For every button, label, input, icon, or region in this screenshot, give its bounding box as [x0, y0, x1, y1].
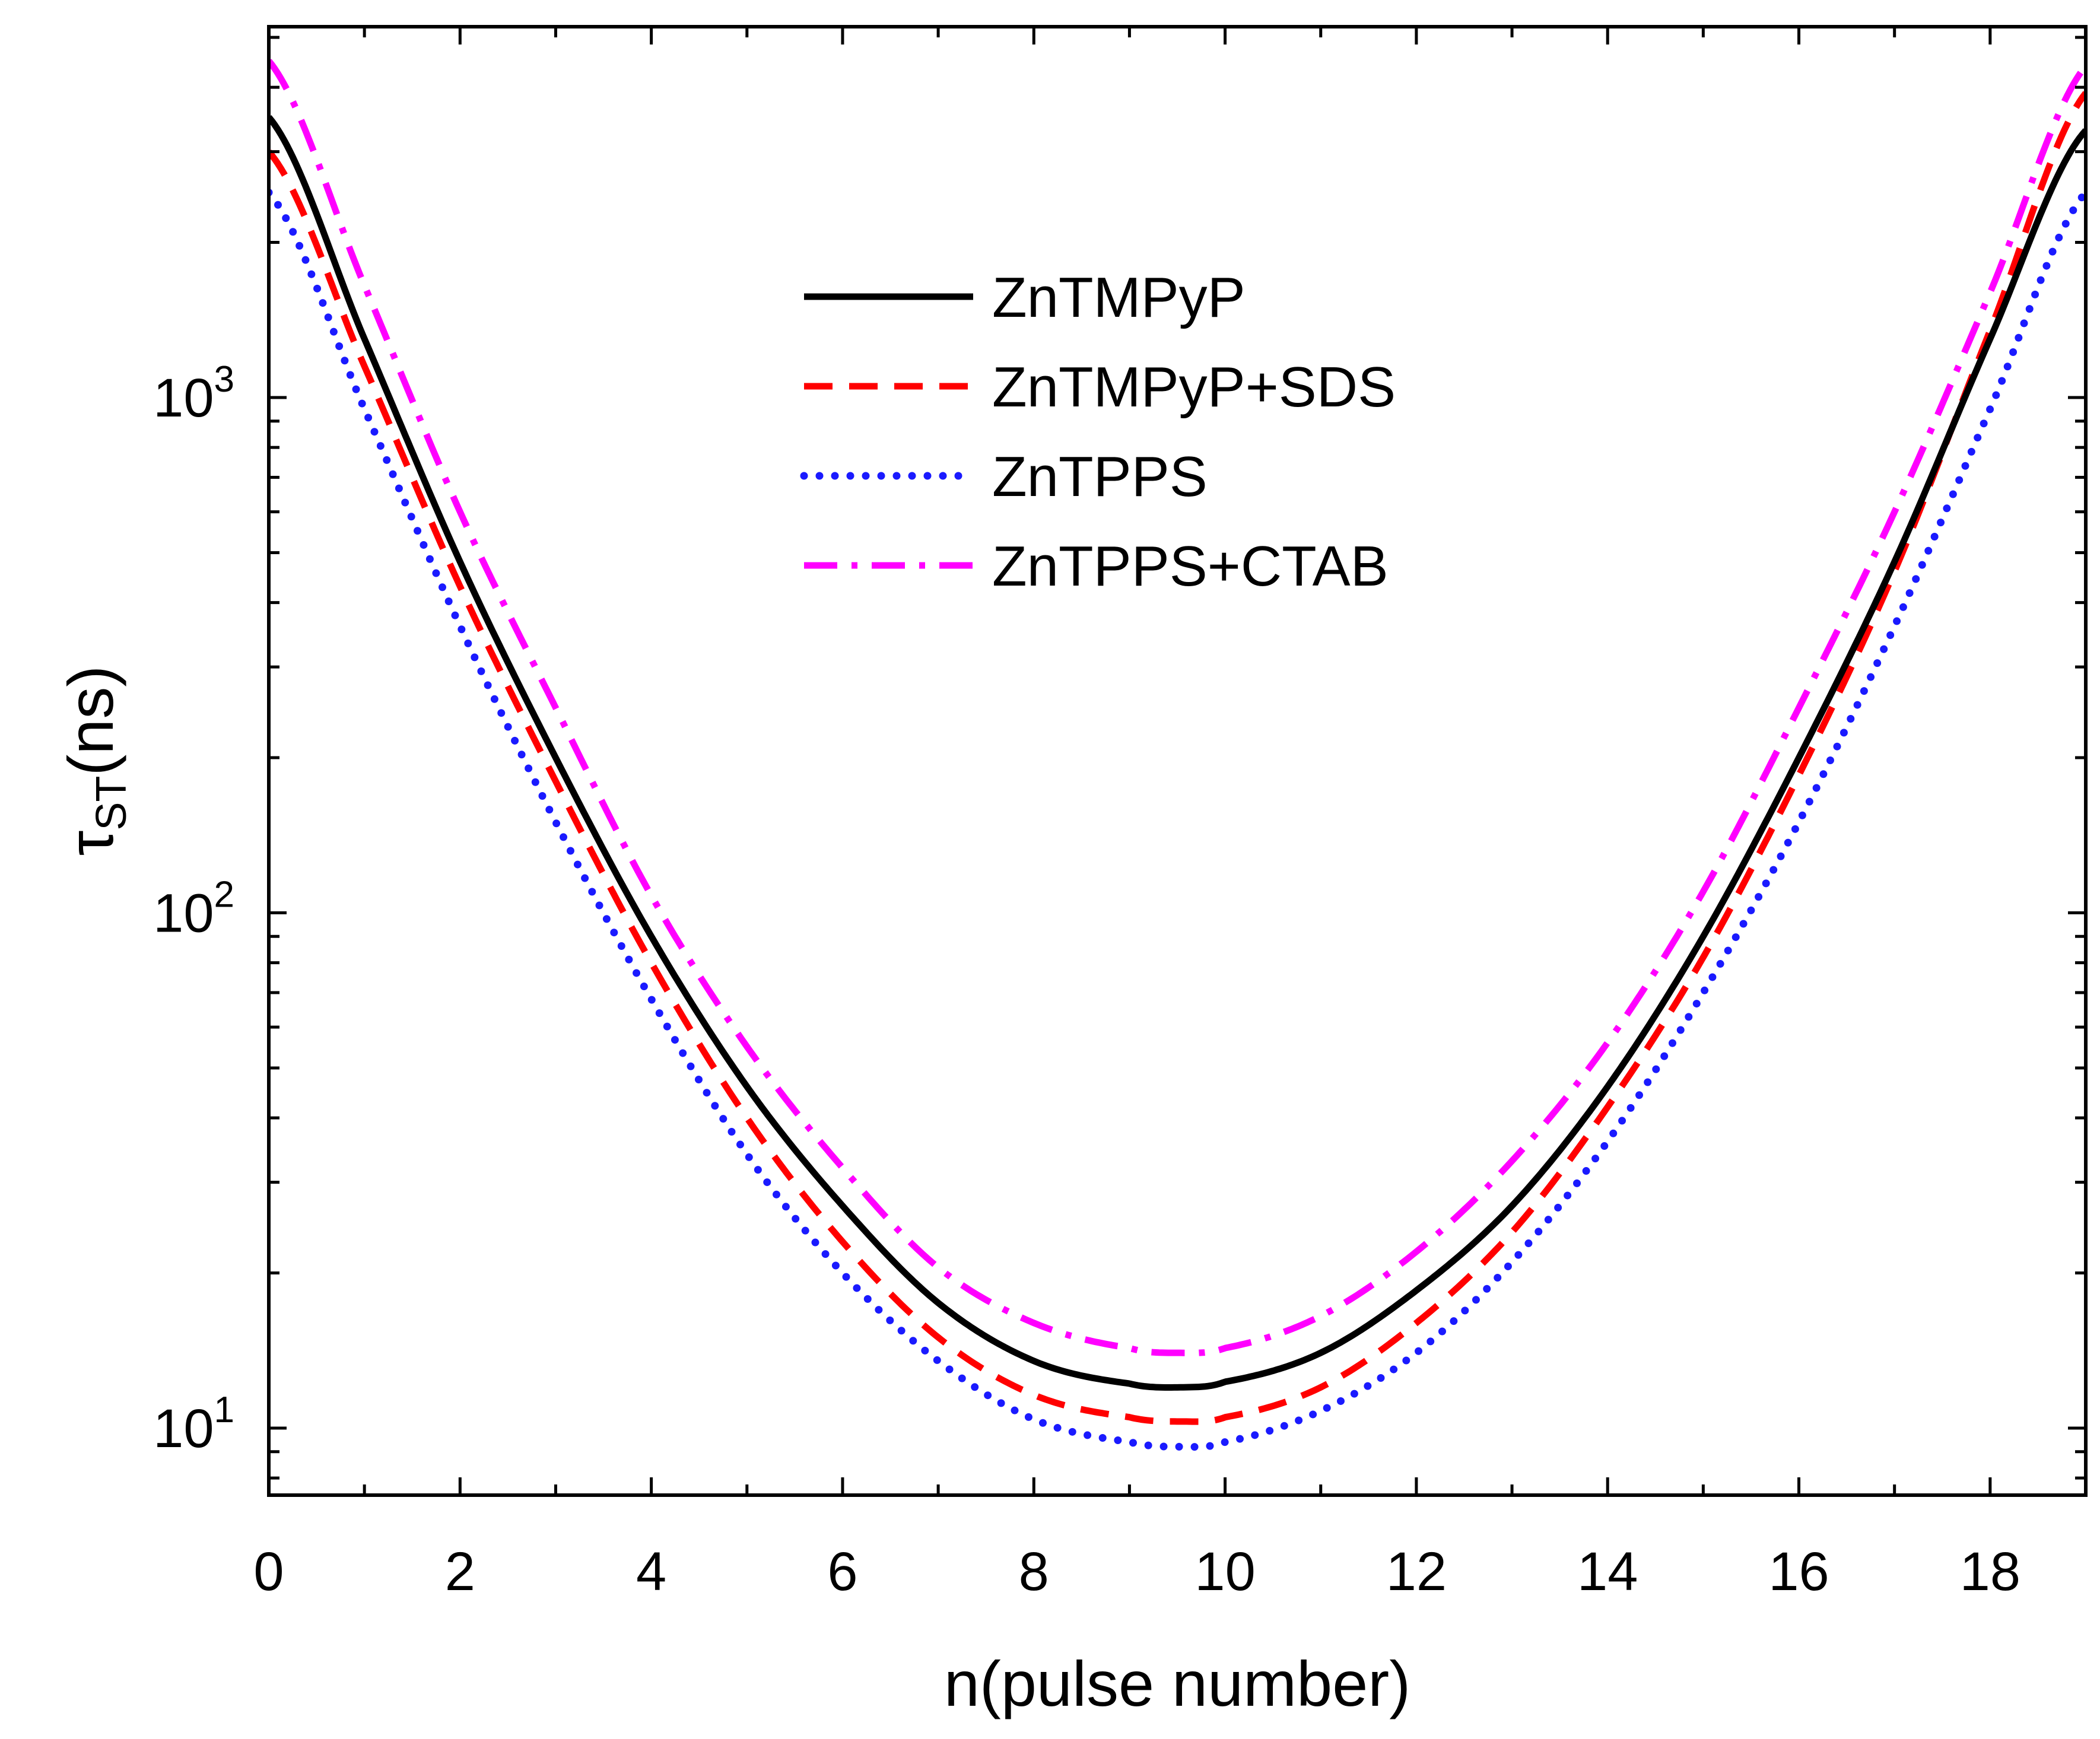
plot-frame — [267, 25, 2088, 1497]
x-tick-label: 6 — [827, 1541, 857, 1602]
x-tick-label: 8 — [1019, 1541, 1049, 1602]
legend: ZnTMPyP ZnTMPyP+SDS ZnTPPS ZnTPPS+CTAB — [800, 266, 1396, 598]
x-tick-label: 2 — [445, 1541, 475, 1602]
series-line-zntmpyp — [269, 115, 2086, 1391]
data-series-group — [269, 59, 2086, 1451]
x-axis-ticks: 0 2 4 6 8 10 12 14 16 18 — [253, 27, 2088, 1602]
legend-label: ZnTMPyP — [992, 266, 1246, 329]
y-axis-title-symbol: τ — [55, 831, 126, 856]
y-axis-title-unit: (ns) — [55, 666, 126, 776]
x-tick-label: 10 — [1194, 1541, 1255, 1602]
series-line-zntpps — [269, 188, 2086, 1451]
x-tick-label: 18 — [1960, 1541, 2020, 1602]
y-axis-title-subscript: ST — [88, 776, 135, 831]
x-tick-label: 16 — [1768, 1541, 1829, 1602]
x-tick-label: 12 — [1386, 1541, 1447, 1602]
y-tick-label: 103 — [153, 359, 234, 428]
x-tick-label: 4 — [636, 1541, 666, 1602]
svg-text:τST(ns): τST(ns) — [55, 666, 135, 856]
legend-label: ZnTPPS+CTAB — [992, 535, 1389, 598]
x-tick-label: 14 — [1577, 1541, 1638, 1602]
y-tick-label: 102 — [153, 875, 234, 944]
series-line-zntmpyp-sds — [269, 91, 2086, 1425]
legend-label: ZnTPPS — [992, 445, 1208, 508]
x-axis-title: n(pulse number) — [944, 1648, 1410, 1719]
x-tick-label: 0 — [253, 1541, 284, 1602]
y-axis-title: τST(ns) — [55, 666, 135, 856]
legend-label: ZnTMPyP+SDS — [992, 355, 1396, 419]
y-tick-label: 101 — [153, 1390, 234, 1459]
series-line-zntpps-ctab — [269, 59, 2086, 1356]
y-axis-ticks: 101 102 103 — [153, 36, 2086, 1480]
